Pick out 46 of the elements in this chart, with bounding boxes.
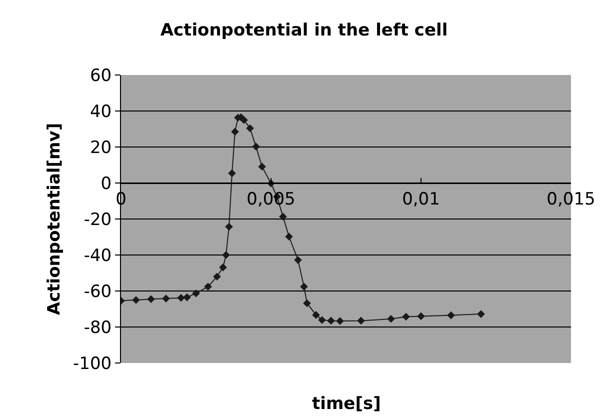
chart-title: Actionpotential in the left cell: [160, 20, 448, 40]
point: [225, 222, 233, 231]
point: [318, 316, 326, 324]
point: [258, 162, 266, 171]
y-tick-label: -100: [73, 354, 112, 374]
point: [279, 212, 287, 221]
point: [294, 256, 302, 264]
point: [192, 289, 200, 298]
y-tick-label: -80: [84, 318, 112, 338]
point: [303, 299, 311, 308]
point: [213, 272, 221, 280]
point: [417, 312, 425, 320]
point: [447, 311, 455, 320]
point: [147, 295, 155, 303]
point: [222, 251, 230, 259]
x-tick-label: 0,015: [546, 189, 596, 210]
point: [132, 296, 140, 304]
point: [387, 315, 395, 323]
point: [477, 310, 485, 318]
point: [219, 264, 227, 272]
y-axis-title: Actionpotential[mv]: [44, 122, 65, 316]
y-tick-label: -60: [84, 282, 112, 302]
x-tick-label: 0,01: [402, 189, 440, 210]
y-tick-label: -40: [84, 246, 112, 266]
point: [336, 317, 344, 325]
point: [246, 124, 254, 132]
point: [240, 116, 248, 124]
y-tick-label: 20: [90, 138, 112, 158]
y-tick-label: -20: [84, 210, 112, 230]
x-axis-title: time[s]: [312, 394, 381, 414]
point: [357, 316, 365, 325]
point: [204, 282, 212, 291]
point: [300, 282, 308, 291]
point: [252, 142, 260, 151]
point: [285, 232, 293, 241]
point: [177, 294, 185, 302]
y-tick-label: 40: [90, 102, 112, 122]
point: [327, 316, 335, 325]
point: [228, 169, 236, 178]
point: [312, 311, 320, 319]
point: [162, 294, 170, 302]
point: [402, 312, 410, 321]
point: [231, 128, 239, 136]
y-tick-label: 0: [100, 174, 112, 194]
y-tick-label: 60: [90, 66, 112, 86]
point: [183, 293, 191, 302]
